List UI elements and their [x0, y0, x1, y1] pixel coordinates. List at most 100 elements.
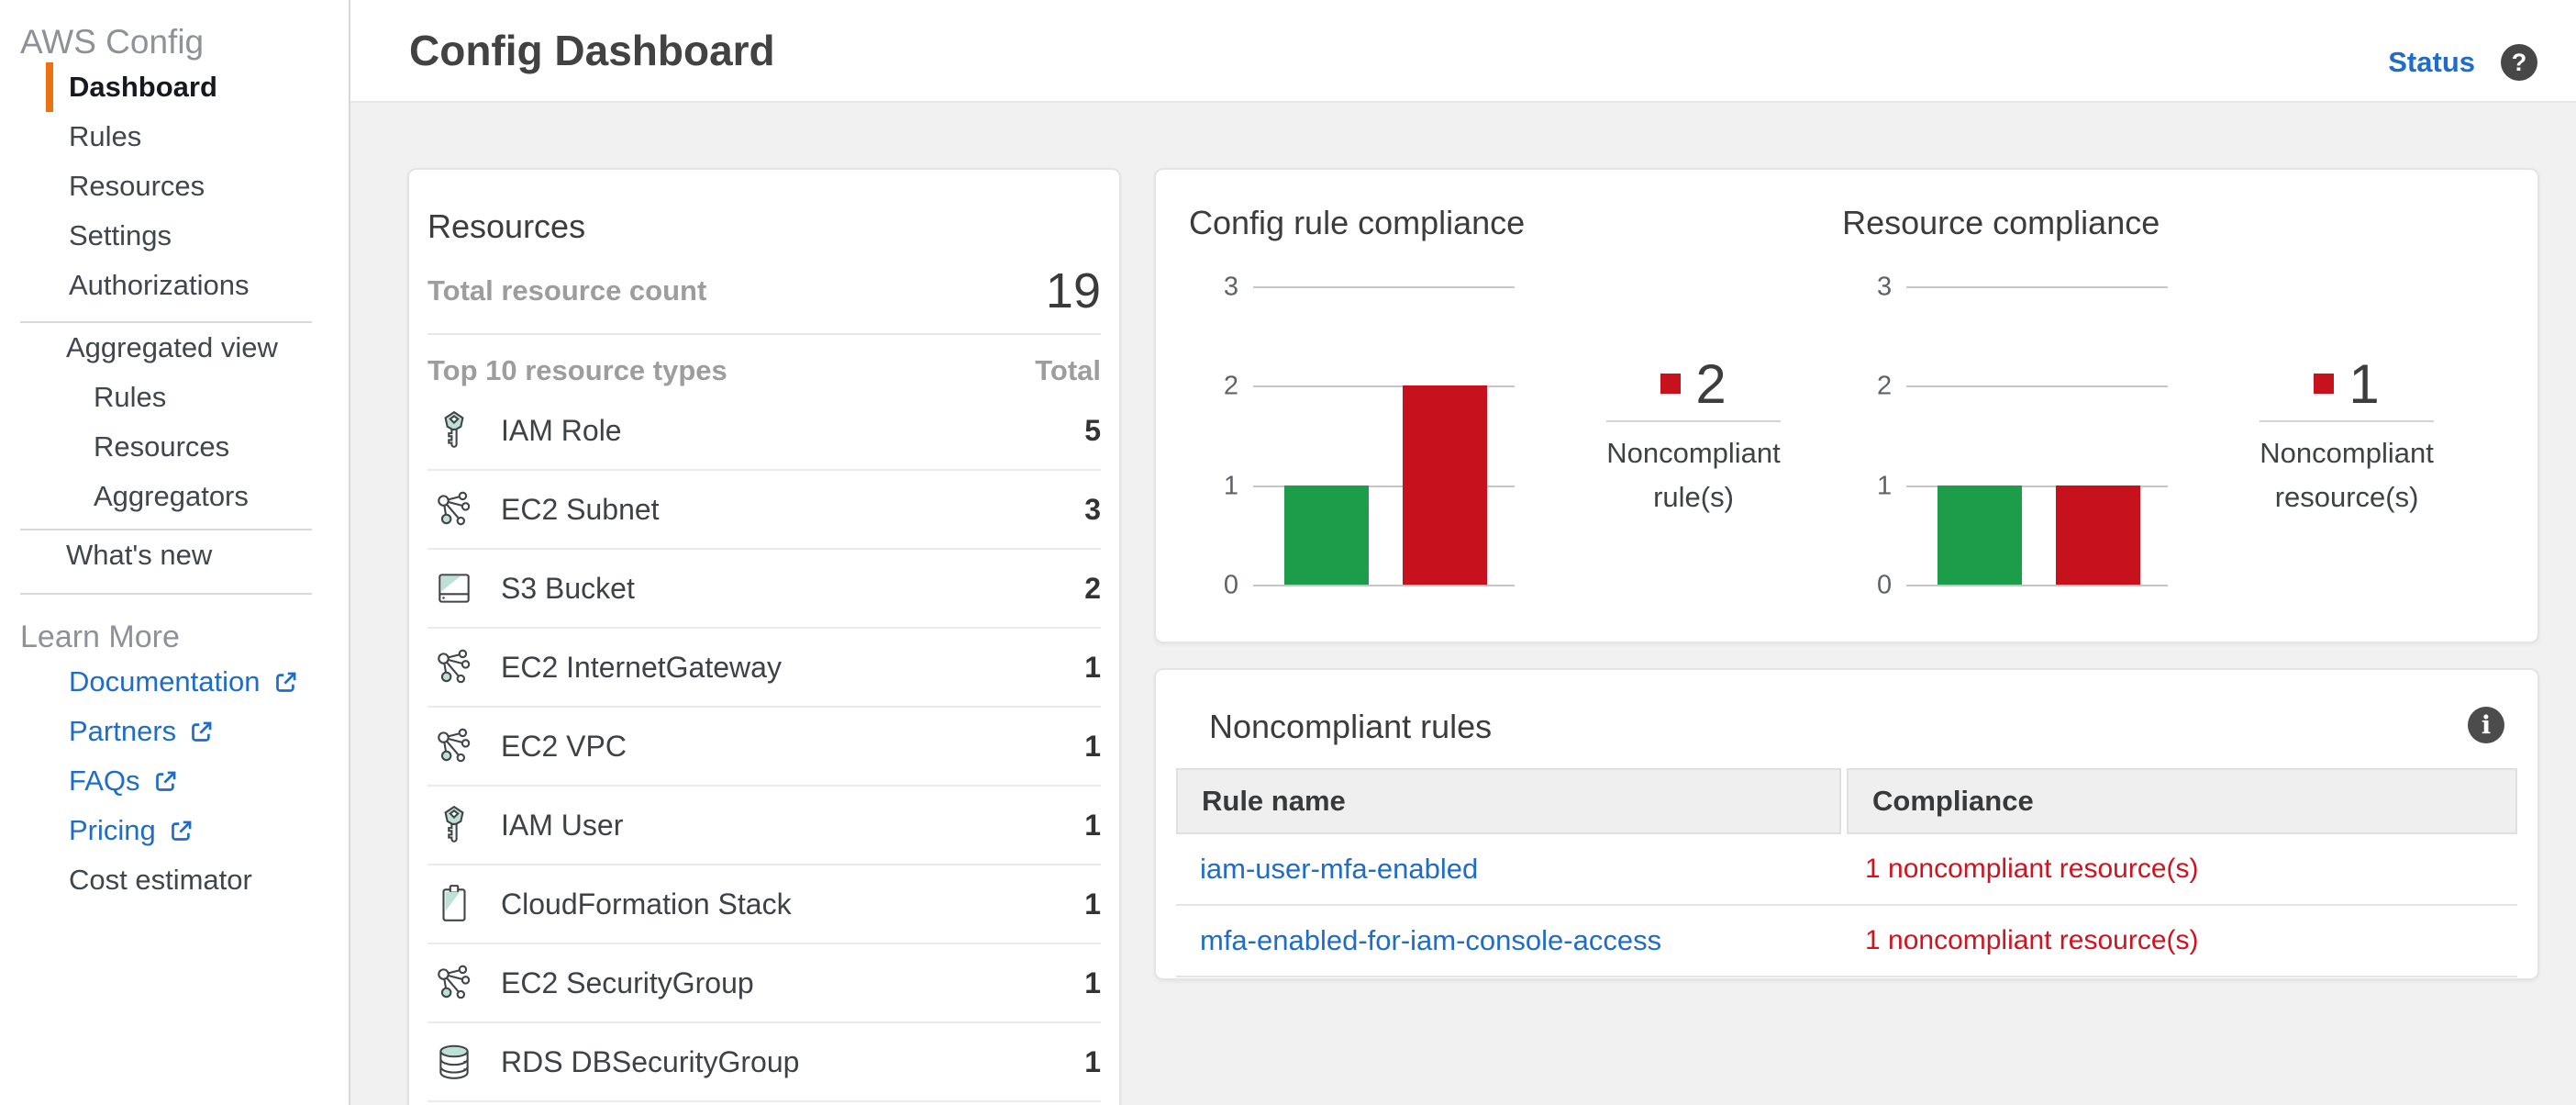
- resource-type-count: 1: [1084, 808, 1101, 842]
- gridline: [1253, 585, 1515, 586]
- resource-type-row: CloudFormation Stack 1: [427, 865, 1101, 944]
- resource-type-list: IAM Role 5 EC2 Subnet 3 S3 Bucket 2 EC2 …: [427, 392, 1101, 1102]
- gridline: [1906, 585, 2169, 586]
- resource-type-count: 1: [1084, 965, 1101, 999]
- help-icon[interactable]: ?: [2501, 44, 2537, 81]
- iam-key-icon: [433, 804, 475, 846]
- sidebar-item-dashboard[interactable]: Dashboard: [46, 62, 349, 112]
- legend-label: Noncompliant rule(s): [1606, 437, 1781, 513]
- resource-type-row: RDS DBSecurityGroup 1: [427, 1023, 1101, 1102]
- bar-noncompliant: [2056, 485, 2141, 585]
- ec2-network-icon: [433, 725, 475, 767]
- y-tick-label: 0: [1223, 570, 1238, 600]
- y-tick-label: 2: [1876, 371, 1893, 401]
- legend-divider: [2260, 420, 2435, 422]
- total-column-label: Total: [1035, 354, 1101, 386]
- page-title: Config Dashboard: [409, 27, 775, 74]
- learn-link-label: Pricing: [69, 814, 156, 846]
- legend-color-swatch: [2314, 374, 2335, 394]
- ec2-network-icon: [433, 962, 475, 1004]
- compliance-status-text: 1 noncompliant resource(s): [1865, 925, 2199, 955]
- compliance-charts-card: Config rule compliance 0 1 2 3 2 Noncomplia…: [1154, 168, 2539, 643]
- rule-name-link[interactable]: mfa-enabled-for-iam-console-access: [1200, 924, 1662, 956]
- resource-type-row: IAM User 1: [427, 787, 1101, 865]
- sidebar-aggregated-group: Aggregated view Rules Resources Aggregator…: [0, 323, 349, 521]
- sidebar-item-rules[interactable]: Rules: [69, 120, 142, 152]
- sidebar-item-settings[interactable]: Settings: [69, 219, 172, 251]
- resource-type-count: 2: [1084, 571, 1101, 605]
- resource-type-label: EC2 SecurityGroup: [501, 965, 754, 999]
- rds-database-icon: [433, 1041, 475, 1083]
- learn-more-heading: Learn More: [20, 619, 180, 654]
- chart-title: Resource compliance: [1842, 204, 2160, 241]
- divider: [427, 333, 1101, 335]
- iam-key-icon: [433, 409, 475, 452]
- sidebar-subitem-aggregated-aggregators[interactable]: Aggregators: [94, 480, 249, 512]
- rule-name-column-header: Rule name: [1176, 768, 1841, 834]
- chart-config-rule-compliance: Config rule compliance 0 1 2 3 2 Noncomplia…: [1156, 170, 1833, 642]
- sidebar-item-resources[interactable]: Resources: [69, 170, 205, 202]
- learn-link-documentation[interactable]: Documentation: [0, 657, 349, 707]
- s3-bucket-icon: [433, 567, 475, 609]
- status-link[interactable]: Status: [2388, 46, 2475, 78]
- info-icon[interactable]: i: [2468, 707, 2504, 743]
- sidebar-divider: [20, 321, 312, 323]
- legend-divider: [1606, 420, 1781, 422]
- chart-title: Config rule compliance: [1189, 204, 1526, 241]
- gridline: [1906, 385, 2169, 388]
- compliance-column-header: Compliance: [1847, 768, 2517, 834]
- resource-type-count: 1: [1084, 650, 1101, 684]
- legend-value: 1: [2348, 352, 2380, 415]
- compliance-header-label: Compliance: [1872, 785, 2034, 817]
- sidebar-item-authorizations[interactable]: Authorizations: [69, 269, 250, 301]
- external-link-icon: [192, 721, 212, 742]
- sidebar-item-whats-new[interactable]: What's new: [66, 539, 213, 571]
- resource-type-row: S3 Bucket 2: [427, 550, 1101, 629]
- gridline: [1253, 385, 1515, 388]
- ec2-network-icon: [433, 646, 475, 688]
- noncompliant-rules-card: Noncompliant rules i Rule name Complianc…: [1154, 668, 2539, 980]
- learn-link-label: Documentation: [69, 665, 261, 698]
- y-tick-label: 3: [1223, 272, 1238, 302]
- sidebar-divider: [20, 593, 312, 595]
- y-tick-label: 0: [1876, 570, 1893, 600]
- sidebar-divider: [20, 529, 312, 530]
- dashboard-content: Resources Total resource count 19 Top 10…: [350, 103, 2576, 1105]
- bar-compliant: [1938, 485, 2023, 585]
- rule-name-link[interactable]: iam-user-mfa-enabled: [1200, 853, 1479, 885]
- bar-noncompliant: [1403, 385, 1487, 585]
- cloudformation-stack-icon: [433, 883, 475, 925]
- resources-card-title: Resources: [427, 207, 586, 245]
- resource-type-label: IAM User: [501, 808, 624, 842]
- top-resource-types-label: Top 10 resource types: [427, 354, 727, 386]
- ec2-network-icon: [433, 488, 475, 530]
- sidebar: AWS Config Dashboard Rules Resources Settin…: [0, 0, 350, 1105]
- resource-type-row: EC2 SecurityGroup 1: [427, 944, 1101, 1023]
- app-title: AWS Config: [20, 23, 205, 61]
- resource-type-row: EC2 Subnet 3: [427, 471, 1101, 550]
- resource-type-row: EC2 InternetGateway 1: [427, 629, 1101, 708]
- y-tick-label: 3: [1876, 272, 1893, 302]
- external-link-icon: [171, 820, 192, 841]
- y-tick-label: 1: [1223, 471, 1238, 501]
- gridline: [1253, 286, 1515, 288]
- sidebar-item-aggregated-view[interactable]: Aggregated view: [66, 331, 278, 363]
- y-tick-label: 2: [1223, 371, 1238, 401]
- noncompliant-rules-title: Noncompliant rules: [1209, 708, 1493, 745]
- table-header-row: Rule name Compliance: [1176, 768, 2517, 834]
- gridline: [1906, 286, 2169, 288]
- sidebar-subitem-aggregated-rules[interactable]: Rules: [94, 381, 167, 413]
- noncompliant-rule-row: iam-user-mfa-enabled 1 noncompliant reso…: [1176, 834, 2517, 906]
- sidebar-learn-links: Documentation Partners FAQs Pricing Cost est…: [0, 657, 349, 905]
- chart-legend: 1 Noncompliant resource(s): [2232, 351, 2461, 585]
- total-resource-count-value: 19: [1045, 263, 1101, 318]
- sidebar-subitem-aggregated-resources[interactable]: Resources: [94, 430, 230, 463]
- learn-link-partners[interactable]: Partners: [0, 707, 349, 756]
- learn-link-pricing[interactable]: Pricing: [0, 806, 349, 855]
- compliance-status-text: 1 noncompliant resource(s): [1865, 854, 2199, 884]
- learn-link-faqs[interactable]: FAQs: [0, 756, 349, 806]
- resource-type-label: IAM Role: [501, 413, 622, 447]
- sidebar-item-cost-estimator[interactable]: Cost estimator: [69, 864, 252, 896]
- top-bar: Config Dashboard Status ?: [350, 0, 2576, 103]
- noncompliant-rule-row: mfa-enabled-for-iam-console-access 1 non…: [1176, 906, 2517, 977]
